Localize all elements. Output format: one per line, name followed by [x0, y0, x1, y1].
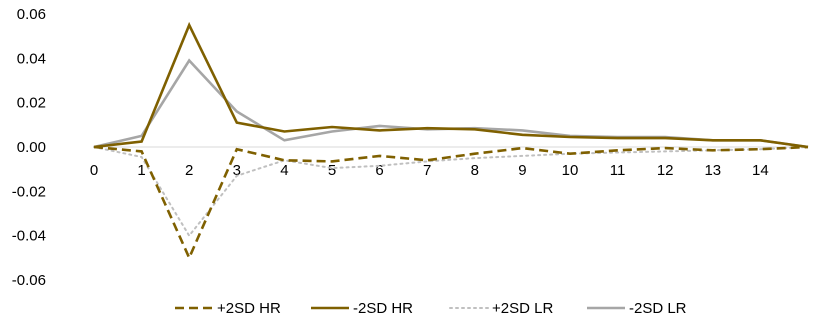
legend-label: -2SD HR — [353, 300, 413, 317]
y-axis-tick-labels: 0.06 0.04 0.02 0.00 -0.02 -0.04 -0.06 — [12, 6, 46, 289]
x-tick-label: 4 — [280, 162, 288, 179]
series-line-2sd-lr — [93, 146, 809, 238]
x-tick-label: 5 — [328, 162, 336, 179]
y-tick-label: -0.04 — [12, 228, 46, 245]
y-tick-label: 0.04 — [17, 50, 46, 67]
series-line-2sd-hr — [93, 21, 809, 149]
x-tick-label: 7 — [423, 162, 431, 179]
x-tick-label: 1 — [137, 162, 145, 179]
legend-label: -2SD LR — [629, 300, 687, 317]
y-tick-label: 0.02 — [17, 95, 46, 112]
y-tick-label: 0.00 — [17, 139, 46, 156]
y-tick-label: -0.02 — [12, 183, 46, 200]
x-tick-label: 8 — [471, 162, 479, 179]
y-tick-label: 0.06 — [17, 6, 46, 23]
x-tick-label: 2 — [185, 162, 193, 179]
x-tick-label: 14 — [752, 162, 769, 179]
x-tick-label: 3 — [233, 162, 241, 179]
x-axis-tick-labels: 0 1 2 3 4 5 6 7 8 9 10 11 12 13 14 — [90, 162, 769, 179]
x-tick-label: 11 — [610, 162, 626, 179]
x-tick-label: 0 — [90, 162, 98, 179]
legend-label: +2SD HR — [217, 300, 281, 317]
x-tick-label: 6 — [375, 162, 383, 179]
x-tick-label: 9 — [518, 162, 526, 179]
series-line-2sd-hr — [93, 145, 809, 262]
y-tick-label: -0.06 — [12, 272, 46, 289]
series-lines — [93, 21, 809, 262]
legend: +2SD HR -2SD HR +2SD LR -2SD LR — [175, 300, 687, 317]
legend-label: +2SD LR — [492, 300, 553, 317]
x-tick-label: 13 — [704, 162, 721, 179]
series-line-2sd-lr — [93, 58, 809, 149]
x-tick-label: 10 — [562, 162, 579, 179]
x-tick-label: 12 — [657, 162, 674, 179]
